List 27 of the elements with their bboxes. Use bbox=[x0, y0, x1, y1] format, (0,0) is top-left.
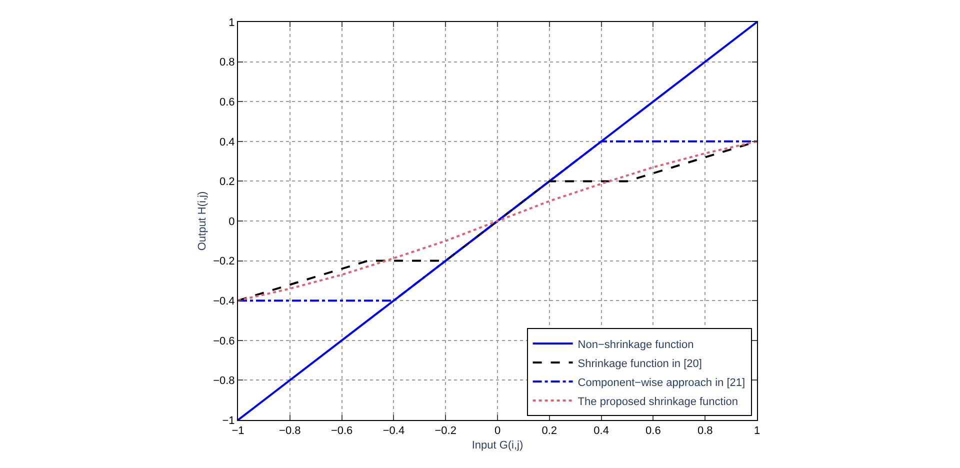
x-tick-label: 0.8 bbox=[697, 425, 713, 438]
y-tick-label: −0.2 bbox=[213, 256, 235, 268]
legend-label: Non−shrinkage function bbox=[578, 338, 694, 351]
x-tick-label: −0.8 bbox=[279, 425, 301, 438]
y-tick-label: 0.2 bbox=[220, 176, 235, 188]
y-tick-label: 1 bbox=[228, 16, 235, 29]
y-tick-label: 0.6 bbox=[220, 96, 235, 108]
x-tick-label: −0.4 bbox=[382, 425, 405, 438]
y-tick-label: 0 bbox=[228, 216, 235, 228]
legend-label: Component−wise approach in [21] bbox=[578, 376, 746, 389]
x-tick-label: 0.4 bbox=[594, 425, 609, 438]
x-tick-label: 0.6 bbox=[646, 425, 661, 438]
y-tick-label: −0.8 bbox=[213, 375, 235, 388]
x-tick-label: 0 bbox=[494, 425, 501, 438]
legend-label: The proposed shrinkage function bbox=[578, 396, 738, 408]
legend-label: Shrinkage function in [20] bbox=[578, 358, 702, 370]
y-tick-label: −1 bbox=[222, 414, 235, 427]
y-tick-label: −0.4 bbox=[213, 295, 235, 308]
x-axis-title: Input G(i,j) bbox=[472, 439, 524, 452]
y-tick-label: 0.4 bbox=[220, 136, 235, 148]
x-tick-label: −0.2 bbox=[434, 425, 456, 438]
y-axis-title: Output H(i,j) bbox=[196, 191, 209, 251]
x-tick-label: 0.2 bbox=[542, 425, 558, 438]
y-tick-label: 0.8 bbox=[220, 56, 235, 69]
y-tick-label: −0.6 bbox=[213, 335, 235, 348]
x-tick-label: 1 bbox=[754, 425, 760, 438]
x-tick-label: −0.6 bbox=[330, 425, 353, 438]
